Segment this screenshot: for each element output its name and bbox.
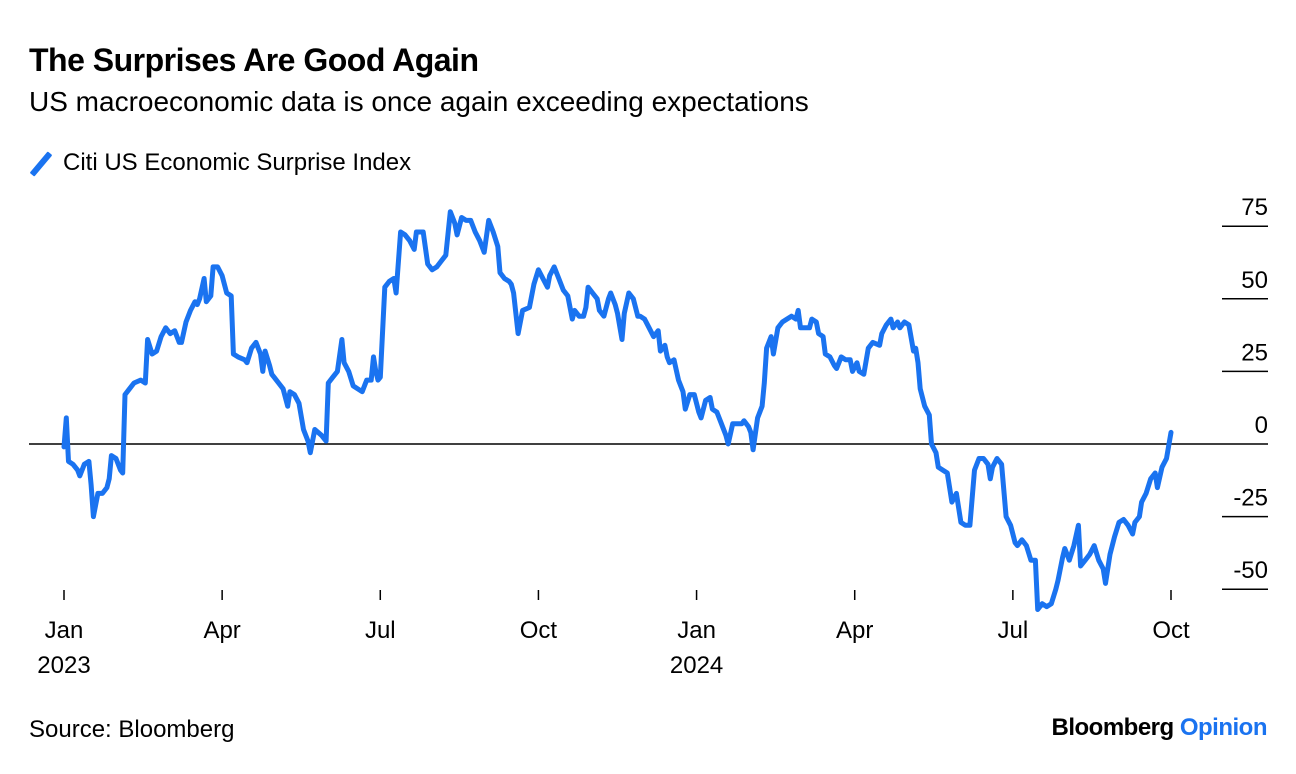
y-tick-label: 0 (1255, 412, 1268, 439)
y-tick-label: 25 (1241, 339, 1268, 366)
legend-label: Citi US Economic Surprise Index (63, 149, 412, 176)
series-line-citi-surprise-index (61, 209, 1174, 612)
brand-logo: Bloomberg Opinion (1052, 714, 1268, 742)
x-axis: Jan 2023 Apr Jul Oct Jan 2024 Apr Jul Oct (37, 590, 1190, 679)
x-tick-year-label: 2024 (670, 652, 723, 679)
y-axis: 75 50 25 0 -25 -50 (1222, 194, 1268, 590)
x-tick-label: Apr (203, 617, 240, 644)
chart-subtitle: US macroeconomic data is once again exce… (29, 86, 809, 117)
brand-accent: Opinion (1179, 714, 1268, 741)
x-tick-label: Jan (45, 617, 84, 644)
x-tick-year-label: 2023 (37, 652, 90, 679)
y-tick-label: -50 (1233, 557, 1268, 584)
legend: Citi US Economic Surprise Index (29, 148, 411, 178)
source-note: Source: Bloomberg (29, 716, 235, 743)
x-tick-label: Jul (998, 617, 1029, 644)
y-tick-label: 75 (1241, 194, 1268, 221)
x-tick-label: Jul (365, 617, 396, 644)
x-tick-label: Jan (677, 617, 716, 644)
chart-title: The Surprises Are Good Again (29, 42, 479, 78)
y-tick-label: -25 (1233, 485, 1268, 512)
x-tick-label: Apr (836, 617, 873, 644)
brand-main: Bloomberg (1051, 714, 1175, 741)
x-tick-label: Oct (1152, 617, 1190, 644)
y-tick-label: 50 (1241, 267, 1268, 294)
x-tick-label: Oct (520, 617, 558, 644)
